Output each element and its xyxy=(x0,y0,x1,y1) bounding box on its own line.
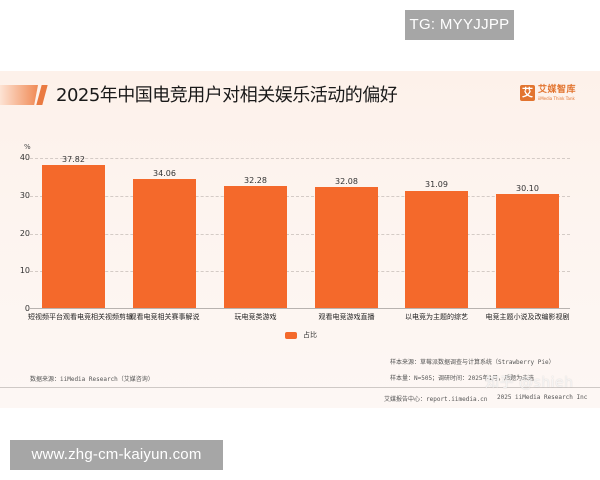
x-axis-line xyxy=(30,308,570,309)
sample-source-note: 样本来源：草莓派数据调查与计算系统（Strawberry Pie） xyxy=(390,359,555,366)
y-tick-20: 20 xyxy=(19,229,30,238)
bar-value-6: 30.10 xyxy=(516,184,539,193)
legend-swatch xyxy=(285,331,297,339)
bar-label-2: 观看电竞相关赛事解说 xyxy=(129,313,200,321)
gridline-20 xyxy=(30,234,570,235)
title-accent-slash xyxy=(36,85,48,105)
tg-watermark-badge: TG: MYYJJPP xyxy=(405,10,514,40)
footer-divider xyxy=(0,387,600,388)
y-tick-10: 10 xyxy=(19,266,30,275)
y-tick-0: 0 xyxy=(24,304,30,313)
bar-label-4: 观看电竞游戏直播 xyxy=(318,313,375,321)
y-tick-40: 40 xyxy=(19,153,30,162)
gridline-10 xyxy=(30,271,570,272)
iimedia-logo-icon: 艾 xyxy=(520,85,535,101)
site-watermark-badge: www.zhg-cm-kaiyun.com xyxy=(10,440,223,470)
y-tick-30: 30 xyxy=(19,191,30,200)
chart-card: 2025年中国电竞用户对相关娱乐活动的偏好 艾 艾媒智库 iiMedia Thi… xyxy=(0,71,600,408)
bar-4 xyxy=(315,187,378,308)
logo-en-text: iiMedia Think Tank xyxy=(538,95,575,101)
bar-label-6: 电竞主题小说及改编影视剧 xyxy=(485,313,570,321)
bar-value-3: 32.28 xyxy=(244,176,267,185)
y-axis-unit: % xyxy=(24,143,31,151)
bar-5 xyxy=(405,191,468,308)
title-accent-bar xyxy=(0,85,38,105)
gridline-40 xyxy=(30,158,570,159)
bar-value-5: 31.09 xyxy=(425,180,448,189)
bar-label-1: 短视频平台观看电竞相关视频剪辑 xyxy=(28,313,133,321)
bar-3 xyxy=(224,186,287,308)
chart-legend: 占比 xyxy=(285,330,317,340)
report-center-note: 艾媒报告中心：report.iimedia.cn xyxy=(384,396,488,403)
bar-2 xyxy=(133,179,196,308)
iimedia-logo: 艾 艾媒智库 iiMedia Think Tank xyxy=(520,82,576,104)
legend-label: 占比 xyxy=(303,331,317,339)
bar-label-5: 以电竞为主题的综艺 xyxy=(405,313,468,321)
zhihu-watermark: 知乎 @shieh xyxy=(485,375,574,391)
bar-6 xyxy=(496,194,559,308)
chart-title: 2025年中国电竞用户对相关娱乐活动的偏好 xyxy=(56,85,398,106)
sample-size-note: 样本量：N=505；调研时间：2025年1月，后题为未选 xyxy=(390,375,535,382)
bar-value-2: 34.06 xyxy=(153,169,176,178)
data-source-note: 数据来源：iiMedia Research（艾媒咨询） xyxy=(30,376,154,383)
gridline-30 xyxy=(30,196,570,197)
bar-label-3: 玩电竞类游戏 xyxy=(234,313,277,321)
copyright-note: 2025 iiMedia Research Inc xyxy=(497,394,588,401)
bar-value-4: 32.08 xyxy=(335,177,358,186)
logo-cn-text: 艾媒智库 xyxy=(538,84,577,95)
bar-1 xyxy=(42,165,105,308)
bar-value-1: 37.82 xyxy=(62,155,85,164)
